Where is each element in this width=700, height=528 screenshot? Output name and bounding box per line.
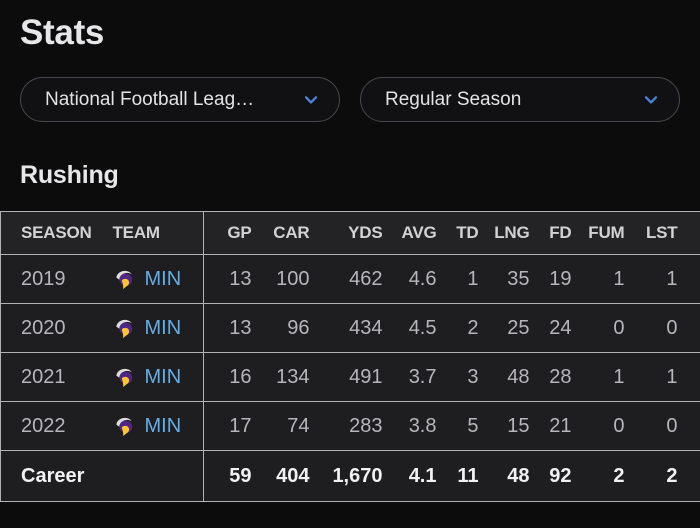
league-dropdown[interactable]: National Football Leag… xyxy=(20,77,340,122)
stat-cell: 0 xyxy=(573,402,626,451)
page-title: Stats xyxy=(20,12,680,54)
stat-cell: 17 xyxy=(204,402,253,451)
career-fum: 2 xyxy=(573,451,626,502)
team-link[interactable]: MIN xyxy=(145,415,182,438)
stat-cell: 0 xyxy=(573,304,626,353)
stat-cell: 1 xyxy=(626,353,700,402)
team-cell: MIN xyxy=(113,415,203,438)
team-cell: MIN xyxy=(113,317,203,340)
stat-cell: 434 xyxy=(311,304,384,353)
league-dropdown-label: National Football Leag… xyxy=(45,89,254,111)
career-row: Career 59 404 1,670 4.1 11 48 92 2 2 xyxy=(1,451,700,502)
stat-cell: 491 xyxy=(311,353,384,402)
stat-cell: 25 xyxy=(480,304,531,353)
header-team: TEAM xyxy=(105,212,204,255)
header-fum: FUM xyxy=(573,212,626,255)
stat-cell: 3 xyxy=(438,353,480,402)
vikings-logo-icon xyxy=(113,415,136,438)
header-avg: AVG xyxy=(384,212,438,255)
career-td: 11 xyxy=(438,451,480,502)
rushing-stats-table: SEASON TEAM GP CAR YDS AVG TD LNG FD FUM… xyxy=(0,211,700,502)
chevron-down-icon xyxy=(301,90,321,110)
team-link[interactable]: MIN xyxy=(145,268,182,291)
header-car: CAR xyxy=(253,212,311,255)
career-label: Career xyxy=(1,451,204,502)
header-lng: LNG xyxy=(480,212,531,255)
header-gp: GP xyxy=(204,212,253,255)
stat-cell: 4.5 xyxy=(384,304,438,353)
career-yds: 1,670 xyxy=(311,451,384,502)
stat-cell: 0 xyxy=(626,402,700,451)
vikings-logo-icon xyxy=(113,317,136,340)
stat-cell: 4.6 xyxy=(384,255,438,304)
stat-cell: 13 xyxy=(204,255,253,304)
stat-cell: 1 xyxy=(626,255,700,304)
season-type-dropdown-label: Regular Season xyxy=(385,89,521,111)
stat-cell: 28 xyxy=(531,353,573,402)
stat-cell: 3.7 xyxy=(384,353,438,402)
header-td: TD xyxy=(438,212,480,255)
stat-cell: 462 xyxy=(311,255,384,304)
season-type-dropdown[interactable]: Regular Season xyxy=(360,77,680,122)
career-gp: 59 xyxy=(204,451,253,502)
stat-cell: 16 xyxy=(204,353,253,402)
stat-cell: 5 xyxy=(438,402,480,451)
team-link[interactable]: MIN xyxy=(145,317,182,340)
stat-cell: 134 xyxy=(253,353,311,402)
header-lst: LST xyxy=(626,212,700,255)
stat-cell: 19 xyxy=(531,255,573,304)
career-avg: 4.1 xyxy=(384,451,438,502)
stat-cell: 74 xyxy=(253,402,311,451)
stat-cell: 0 xyxy=(626,304,700,353)
season-cell: 2019 xyxy=(1,255,105,304)
filters-bar: National Football Leag… Regular Season xyxy=(20,77,680,122)
stat-cell: 15 xyxy=(480,402,531,451)
stat-cell: 283 xyxy=(311,402,384,451)
header-fd: FD xyxy=(531,212,573,255)
stat-cell: 48 xyxy=(480,353,531,402)
team-cell: MIN xyxy=(113,268,203,291)
career-fd: 92 xyxy=(531,451,573,502)
career-car: 404 xyxy=(253,451,311,502)
season-cell: 2020 xyxy=(1,304,105,353)
chevron-down-icon xyxy=(641,90,661,110)
stat-cell: 2 xyxy=(438,304,480,353)
vikings-logo-icon xyxy=(113,366,136,389)
stat-cell: 24 xyxy=(531,304,573,353)
season-cell: 2021 xyxy=(1,353,105,402)
stat-cell: 35 xyxy=(480,255,531,304)
stat-cell: 100 xyxy=(253,255,311,304)
stat-cell: 1 xyxy=(573,353,626,402)
stat-cell: 13 xyxy=(204,304,253,353)
table-header-row: SEASON TEAM GP CAR YDS AVG TD LNG FD FUM… xyxy=(1,212,700,255)
team-link[interactable]: MIN xyxy=(145,366,182,389)
career-lng: 48 xyxy=(480,451,531,502)
team-cell: MIN xyxy=(113,366,203,389)
season-cell: 2022 xyxy=(1,402,105,451)
stat-cell: 1 xyxy=(438,255,480,304)
vikings-logo-icon xyxy=(113,268,136,291)
header-season: SEASON xyxy=(1,212,105,255)
stat-cell: 3.8 xyxy=(384,402,438,451)
header-yds: YDS xyxy=(311,212,384,255)
stat-cell: 21 xyxy=(531,402,573,451)
section-title-rushing: Rushing xyxy=(20,159,680,192)
career-lst: 2 xyxy=(626,451,700,502)
stat-cell: 1 xyxy=(573,255,626,304)
stat-cell: 96 xyxy=(253,304,311,353)
